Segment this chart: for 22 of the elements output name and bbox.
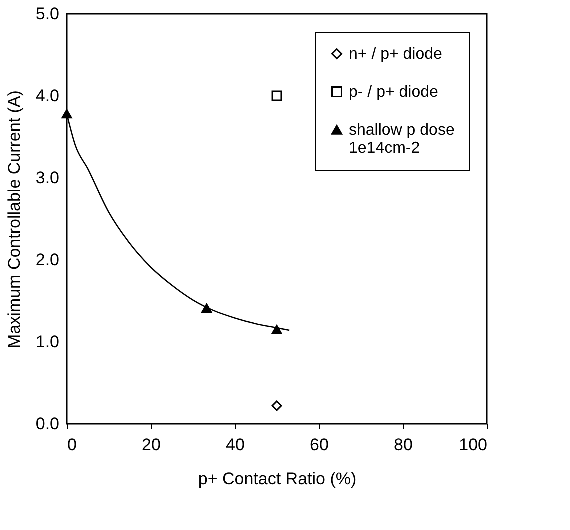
y-axis-title: Maximum Controllable Current (A) [4, 90, 24, 348]
x-tick-label: 80 [394, 436, 413, 454]
x-axis-title: p+ Contact Ratio (%) [198, 470, 357, 488]
legend-label: n+ / p+ diode [349, 46, 443, 63]
y-tick-label: 1.0 [36, 332, 60, 352]
y-tick-label: 2.0 [36, 250, 60, 270]
y-tick-label: 5.0 [36, 4, 60, 24]
x-tick-label: 100 [459, 436, 488, 454]
point [202, 304, 212, 314]
legend-label: p- / p+ diode [349, 84, 438, 101]
x-tick-label: 20 [142, 436, 161, 454]
y-tick-label: 3.0 [36, 168, 60, 188]
legend-label: shallow p dose 1e14cm-2 [349, 122, 455, 157]
point [272, 325, 282, 334]
y-tick-label: 4.0 [36, 86, 60, 106]
point [272, 400, 282, 412]
point [272, 90, 282, 102]
x-tick-label: 60 [310, 436, 329, 454]
x-tick-label: 0 [68, 436, 77, 454]
point [62, 109, 72, 119]
y-tick-label: 0.0 [36, 414, 60, 434]
x-tick-label: 40 [226, 436, 245, 454]
